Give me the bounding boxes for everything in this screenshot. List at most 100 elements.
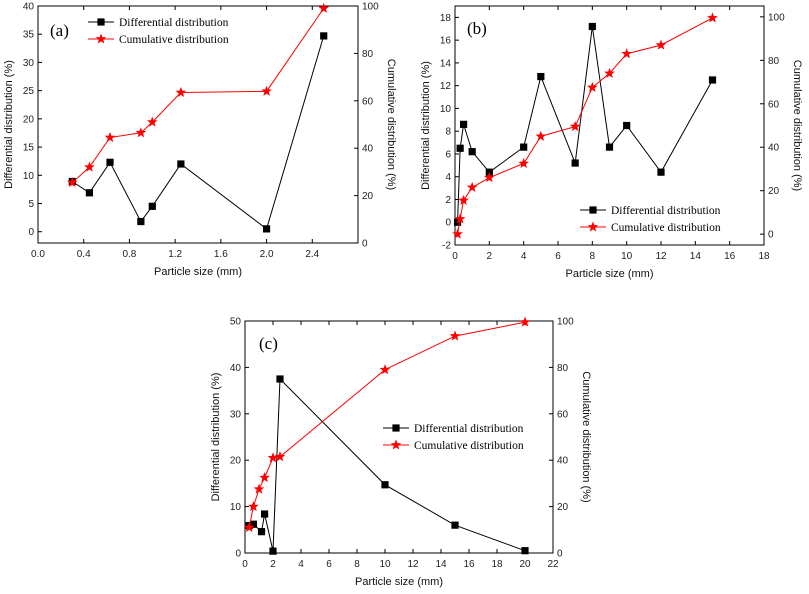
differential-point <box>537 72 545 81</box>
differential-point <box>85 189 94 197</box>
chart-panel-c: 0 2 4 6 8 10 12 14 16 18 20 22010203040500204060801… <box>210 317 592 589</box>
y-right-tick-label: 20 <box>557 502 569 513</box>
y-left-axis-title: Differential distribution (%) <box>3 60 15 189</box>
cumulative-point <box>458 194 469 205</box>
cumulative-point <box>253 483 265 494</box>
plot-frame <box>37 5 359 244</box>
differential-point <box>459 120 468 128</box>
cumulative-point <box>604 67 615 78</box>
y-right-tick-label: 80 <box>362 49 374 60</box>
legend-cumulative-label: Cumulative distribution <box>119 34 229 46</box>
differential-point <box>276 375 284 383</box>
x-tick-label: 16 <box>463 559 475 570</box>
x-tick-label: 2 <box>487 251 493 262</box>
cumulative-point <box>535 130 547 141</box>
x-tick-label: 2.0 <box>260 249 274 260</box>
y-left-tick-label: 2 <box>445 195 451 206</box>
y-left-tick-label: 14 <box>440 58 452 69</box>
x-tick-label: 14 <box>435 559 447 570</box>
y-left-tick-label: 16 <box>440 36 452 47</box>
legend-differential-label: Differential distribution <box>119 17 229 29</box>
y-right-axis-title: Cumulative distribution (%) <box>385 59 397 190</box>
x-tick-label: 20 <box>519 559 531 570</box>
cumulative-point <box>243 521 255 533</box>
y-left-tick-label: 35 <box>23 30 35 41</box>
cumulative-point <box>587 81 598 93</box>
cumulative-point <box>449 330 461 341</box>
legend-square-marker <box>392 424 400 432</box>
x-tick-label: 16 <box>724 251 736 262</box>
cumulative-point <box>175 86 187 98</box>
y-left-axis-title: Differential distribution (%) <box>420 61 432 190</box>
legend-cumulative-label: Cumulative distribution <box>611 222 721 234</box>
y-right-tick-label: 0 <box>362 239 368 250</box>
y-left-tick-label: 0 <box>235 549 241 560</box>
cumulative-point <box>259 472 270 483</box>
chart-panel-a: 0.0 0.4 0.8 1.2 1.6 2.0 2.4 0 5 10 15 20 25 30 35 40 0 20… <box>3 2 397 279</box>
cumulative-point <box>518 157 529 169</box>
x-axis-title: Particle size (mm) <box>355 576 443 588</box>
x-tick-label: 12 <box>655 251 667 262</box>
x-axis-title: Particle size (mm) <box>565 268 653 280</box>
y-left-tick-label: 10 <box>440 104 452 115</box>
cumulative-point <box>146 116 158 127</box>
y-left-tick-label: 4 <box>445 172 451 183</box>
differential-line <box>457 26 713 223</box>
differential-line <box>72 35 325 230</box>
y-left-tick-label: 20 <box>230 456 242 467</box>
legend-square-marker <box>97 18 105 26</box>
y-left-axis-title: Differential distribution (%) <box>210 373 222 502</box>
x-tick-label: 1.6 <box>214 249 228 260</box>
x-tick-label: 0.4 <box>77 249 91 260</box>
y-right-tick-label: 60 <box>557 409 569 420</box>
y-right-tick-label: 20 <box>768 186 780 197</box>
x-tick-label: 0 <box>242 559 248 570</box>
differential-point <box>381 481 389 489</box>
y-left-tick-label: 40 <box>23 2 35 13</box>
differential-point <box>249 520 257 528</box>
cumulative-point <box>454 213 466 224</box>
y-left-tick-label: 25 <box>23 86 35 97</box>
y-right-tick-label: 40 <box>768 143 780 154</box>
x-tick-label: 2 <box>270 559 276 570</box>
y-left-tick-label: -2 <box>442 241 451 252</box>
y-right-tick-label: 80 <box>768 56 780 67</box>
x-tick-label: 4 <box>298 559 304 570</box>
x-tick-label: 1.2 <box>168 249 182 260</box>
y-right-tick-label: 60 <box>768 99 780 110</box>
x-tick-label: 0.8 <box>122 249 136 260</box>
differential-point <box>521 547 529 555</box>
cumulative-point <box>484 172 495 183</box>
differential-point <box>261 510 269 518</box>
differential-point <box>320 32 328 40</box>
x-axis-title: Particle size (mm) <box>154 266 242 278</box>
y-right-tick-label: 0 <box>557 549 563 560</box>
y-left-tick-label: 30 <box>230 409 242 420</box>
x-tick-label: 0 <box>452 251 458 262</box>
cumulative-point <box>261 85 272 96</box>
differential-point <box>106 158 114 166</box>
y-left-tick-label: 15 <box>23 143 35 154</box>
legend-differential-label: Differential distribution <box>414 423 524 435</box>
y-right-tick-label: 20 <box>362 191 374 202</box>
legend-cumulative-label: Cumulative distribution <box>414 440 524 452</box>
y-left-tick-label: 10 <box>23 171 35 182</box>
panel-label: (b) <box>467 19 487 38</box>
y-left-tick-label: 50 <box>230 317 242 328</box>
differential-point <box>623 121 631 130</box>
legend-star-marker <box>95 33 107 44</box>
differential-point <box>451 521 459 529</box>
panel-label: (c) <box>259 334 278 353</box>
chart-panel-b: 0 2 4 6 8 10 12 14 16 18-202468101214161802040608… <box>420 5 803 280</box>
cumulative-point <box>104 131 116 143</box>
differential-point <box>148 202 156 210</box>
x-tick-label: 0.0 <box>31 249 45 260</box>
x-tick-label: 8 <box>354 559 360 570</box>
plot-frame <box>454 5 765 246</box>
differential-point <box>468 148 476 156</box>
cumulative-point <box>248 501 259 512</box>
x-tick-label: 8 <box>590 251 596 262</box>
y-right-tick-label: 100 <box>362 2 379 13</box>
